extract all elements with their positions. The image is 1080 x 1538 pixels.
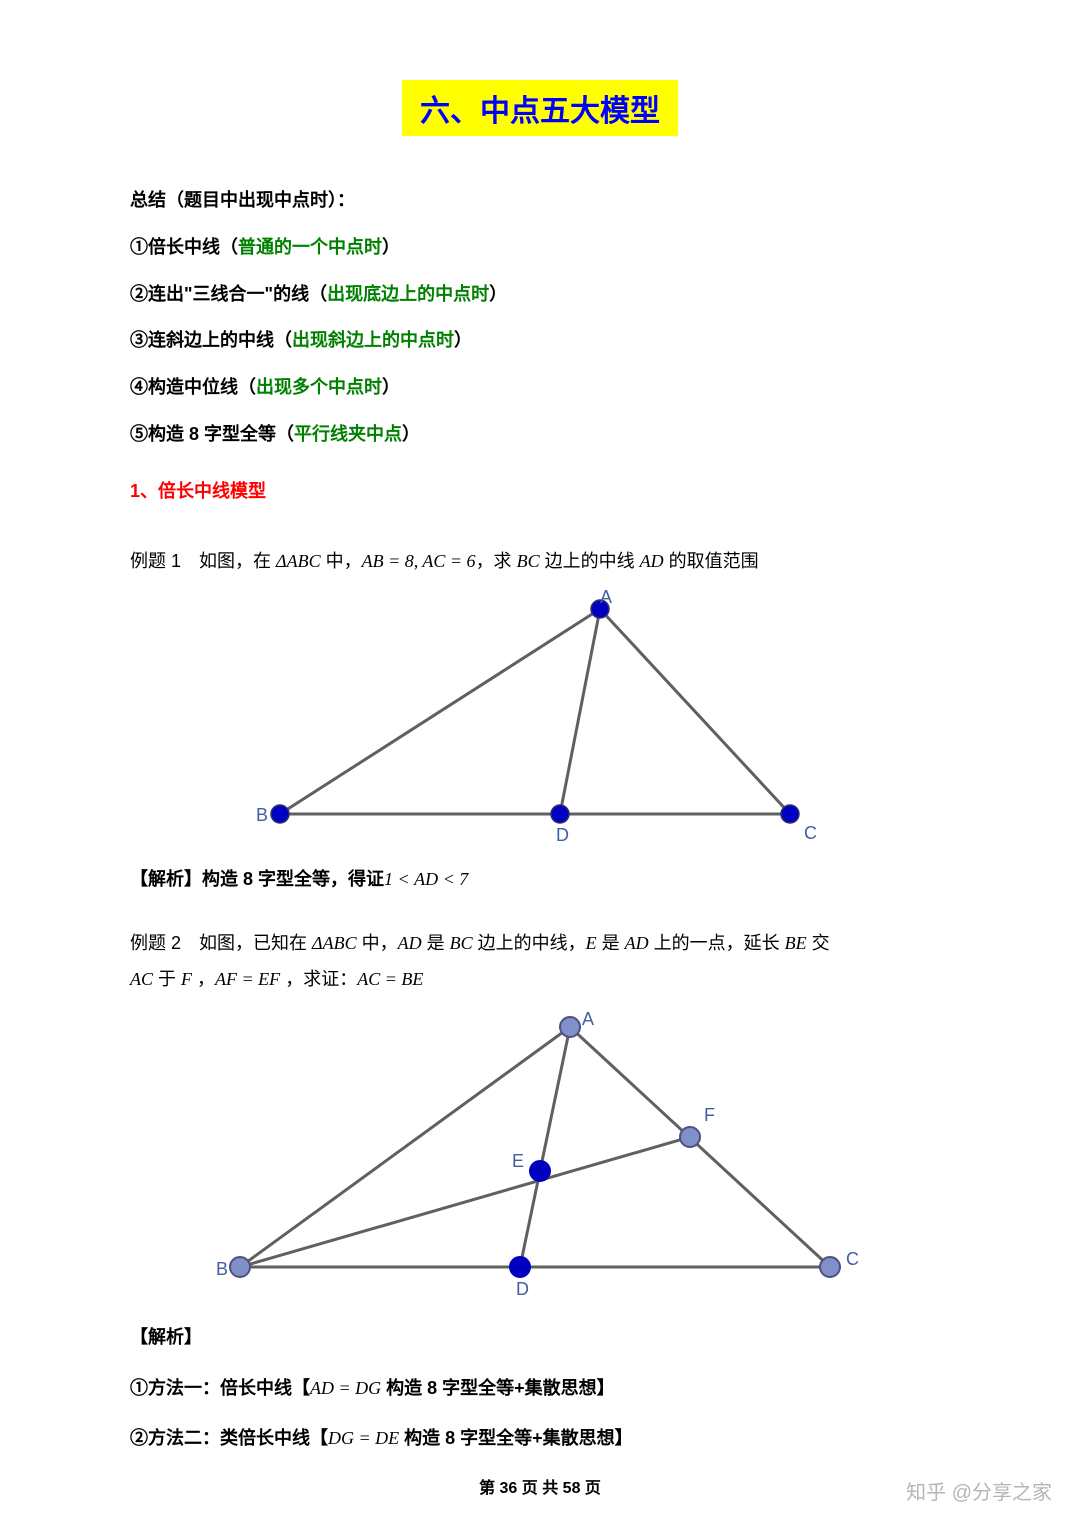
ex2-l1e: 是 (597, 933, 625, 953)
ex2-l2d: ，求证： (280, 969, 357, 989)
ex2-e: E (586, 933, 597, 953)
analysis-2-heading: 【解析】 (130, 1321, 950, 1353)
summary-item-4: ④构造中位线（出现多个中点时） (130, 373, 950, 402)
item-note: 平行线夹中点 (294, 424, 402, 444)
svg-text:B: B (216, 1259, 228, 1279)
ex2-be: BE (785, 933, 807, 953)
ex1-suffix: 的取值范围 (664, 551, 759, 571)
ex2-l1c: 是 (422, 933, 450, 953)
m1b: 构造 8 字型全等+集散思想】 (381, 1378, 615, 1398)
m2a: ②方法二：类倍长中线【 (130, 1428, 328, 1448)
ex1-m3: 边上的中线 (540, 551, 640, 571)
ex2-eq1: AF = EF (215, 969, 280, 989)
item-label: 构造 8 字型全等 (148, 424, 276, 444)
item-note: 出现多个中点时 (256, 377, 382, 397)
ex2-l1d: 边上的中线， (473, 933, 586, 953)
svg-text:C: C (846, 1249, 859, 1269)
title-text: 六、中点五大模型 (402, 80, 678, 136)
m2b: 构造 8 字型全等+集散思想】 (399, 1428, 633, 1448)
method-1: ①方法一：倍长中线【AD = DG 构造 8 字型全等+集散思想】 (130, 1372, 950, 1404)
diagram-2: A B C D E F (190, 1007, 890, 1307)
ex2-bc: BC (450, 933, 473, 953)
footer-c: 页 (580, 1480, 600, 1497)
ex2-eq2: AC = BE (357, 969, 423, 989)
ex2-l1f: 上的一点，延长 (649, 933, 785, 953)
summary-item-1: ①倍长中线（普通的一个中点时） (130, 233, 950, 262)
a1-ineq: 1 < AD < 7 (384, 869, 468, 889)
footer-total: 58 (563, 1480, 581, 1497)
m2eq: DG = DE (328, 1428, 399, 1448)
ex1-bc: BC (517, 551, 540, 571)
ex1-m1: 中， (321, 551, 362, 571)
ex2-l1a: 例题 2 如图，已知在 (130, 933, 312, 953)
footer-b: 页 共 (517, 1480, 562, 1497)
summary-heading: 总结（题目中出现中点时）： (130, 186, 950, 215)
m1eq: AD = DG (310, 1378, 381, 1398)
ex2-l1b: 中， (357, 933, 398, 953)
item-num: ③ (130, 330, 148, 350)
item-label: 构造中位线 (148, 377, 238, 397)
item-num: ② (130, 284, 148, 304)
footer-page: 36 (500, 1480, 518, 1497)
ex2-ad2: AD (625, 933, 649, 953)
item-label: 倍长中线 (148, 237, 220, 257)
ex2-l2a: AC (130, 969, 153, 989)
item-num: ① (130, 237, 148, 257)
svg-text:A: A (600, 589, 612, 607)
item-num: ⑤ (130, 424, 148, 444)
ex2-ad: AD (398, 933, 422, 953)
ex1-tri: ΔABC (276, 551, 321, 571)
ex2-l2b: 于 (153, 969, 181, 989)
summary-item-3: ③连斜边上的中线（出现斜边上的中点时） (130, 326, 950, 355)
a1-prefix: 【解析】构造 8 字型全等，得证 (130, 869, 384, 889)
svg-text:A: A (582, 1009, 594, 1029)
section-1-heading: 1、倍长中线模型 (130, 477, 950, 503)
item-note: 出现底边上的中点时 (327, 284, 489, 304)
svg-text:C: C (804, 823, 817, 843)
footer-a: 第 (479, 1480, 499, 1497)
ex2-l2c: ， (192, 969, 215, 989)
svg-text:B: B (256, 805, 268, 825)
ex2-l1g: 交 (807, 933, 830, 953)
diagram-1: A B C D (220, 589, 860, 849)
ex1-m2: ，求 (476, 551, 517, 571)
example-2-text: 例题 2 如图，已知在 ΔABC 中，AD 是 BC 边上的中线，E 是 AD … (130, 925, 950, 997)
item-note: 普通的一个中点时 (238, 237, 382, 257)
watermark: 知乎 @分享之家 (906, 1476, 1052, 1505)
item-num: ④ (130, 377, 148, 397)
svg-text:E: E (512, 1151, 524, 1171)
m1a: ①方法一：倍长中线【 (130, 1378, 310, 1398)
ex1-ad: AD (640, 551, 664, 571)
method-2: ②方法二：类倍长中线【DG = DE 构造 8 字型全等+集散思想】 (130, 1422, 950, 1454)
ex2-tri: ΔABC (312, 933, 357, 953)
item-note: 出现斜边上的中点时 (292, 330, 454, 350)
svg-text:D: D (556, 825, 569, 845)
analysis-1: 【解析】构造 8 字型全等，得证1 < AD < 7 (130, 863, 950, 895)
svg-text:F: F (704, 1105, 715, 1125)
page-footer: 第 36 页 共 58 页 (130, 1474, 950, 1498)
ex1-prefix: 例题 1 如图，在 (130, 551, 276, 571)
item-label: 连出"三线合一"的线 (148, 284, 309, 304)
example-1-text: 例题 1 如图，在 ΔABC 中，AB = 8, AC = 6，求 BC 边上的… (130, 543, 950, 579)
svg-text:D: D (516, 1279, 529, 1299)
page-title: 六、中点五大模型 (130, 80, 950, 136)
ex2-f: F (181, 969, 192, 989)
ex1-eq: AB = 8, AC = 6 (362, 551, 476, 571)
summary-item-5: ⑤构造 8 字型全等（平行线夹中点） (130, 420, 950, 449)
summary-item-2: ②连出"三线合一"的线（出现底边上的中点时） (130, 280, 950, 309)
item-label: 连斜边上的中线 (148, 330, 274, 350)
